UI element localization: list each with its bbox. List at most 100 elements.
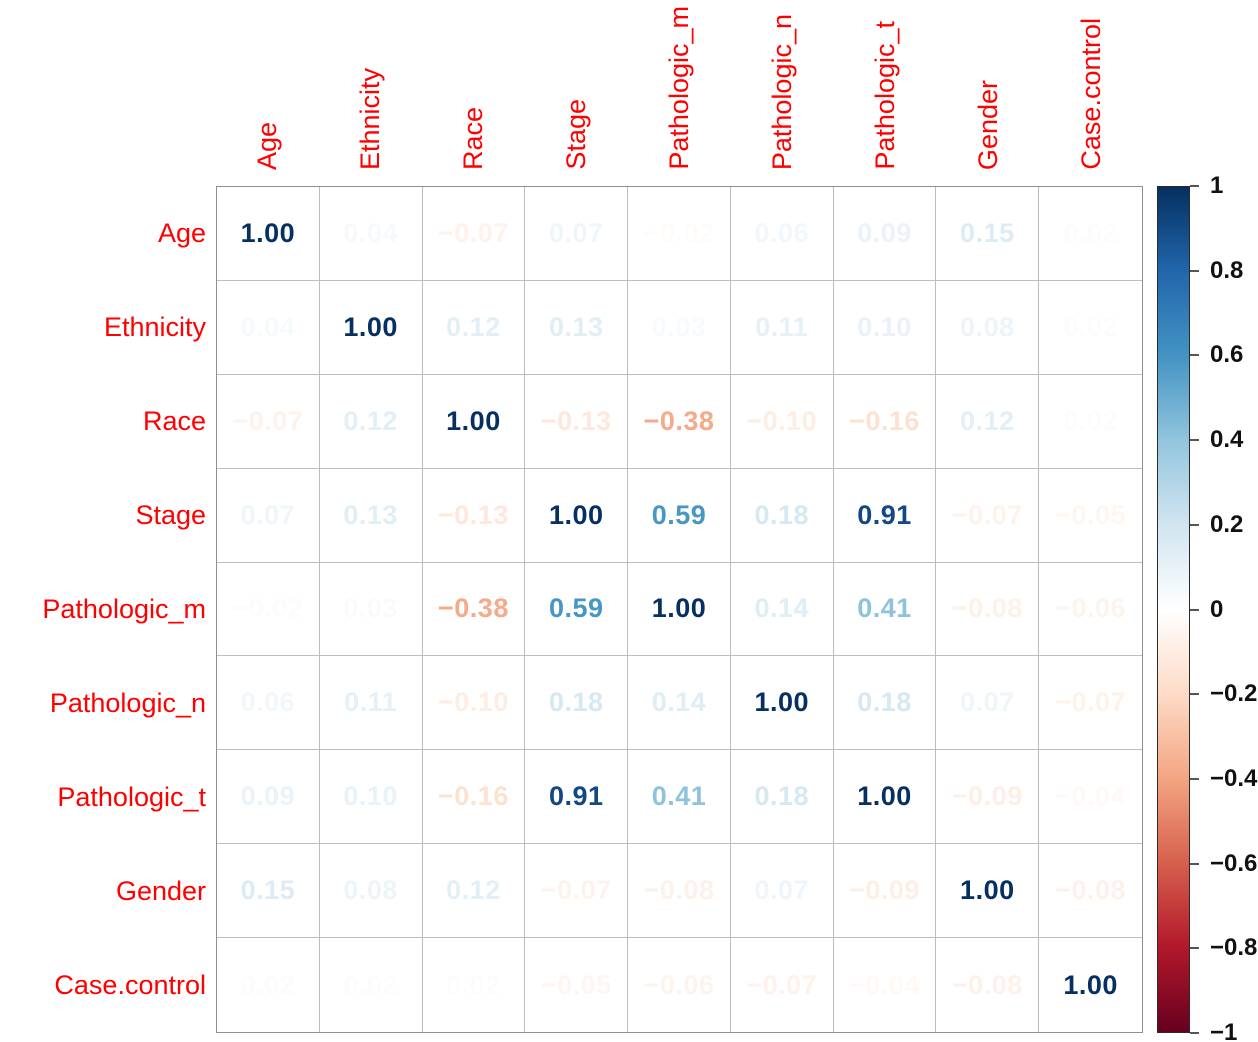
matrix-cell: 1.00 <box>936 844 1040 939</box>
matrix-cell: 0.41 <box>833 562 937 657</box>
cell-value: 0.14 <box>651 687 707 718</box>
cell-value: −0.08 <box>643 875 715 906</box>
row-label: Age <box>157 217 206 248</box>
matrix-cell: 0.91 <box>525 750 629 845</box>
row-label: Pathologic_n <box>49 688 206 719</box>
cell-value: −0.16 <box>849 405 920 436</box>
colorbar-tick <box>1190 862 1199 865</box>
cell-value: 0.02 <box>343 969 398 1000</box>
cell-value: −0.09 <box>849 875 920 906</box>
column-label: Stage <box>561 99 591 170</box>
cell-value: 0.41 <box>857 593 912 624</box>
cell-value: 0.91 <box>857 499 912 530</box>
cell-value: 0.02 <box>1063 311 1118 342</box>
cell-value: −0.08 <box>951 593 1023 624</box>
cell-value: 1.00 <box>1063 969 1118 1000</box>
cell-value: 0.18 <box>754 499 810 530</box>
matrix-cell: 0.12 <box>319 374 423 469</box>
cell-value: 0.18 <box>857 687 912 718</box>
cell-value: 0.12 <box>343 405 398 436</box>
matrix-cell: 0.03 <box>628 280 731 375</box>
matrix-cell: −0.13 <box>422 468 526 563</box>
cell-value: 0.59 <box>548 593 604 624</box>
cell-value: −0.16 <box>438 781 509 812</box>
cell-value: 0.15 <box>960 217 1015 248</box>
matrix-cell: 0.18 <box>730 468 834 563</box>
colorbar-tick-label: 1 <box>1210 172 1224 199</box>
matrix-cell: 0.04 <box>319 187 423 281</box>
matrix-cell: 0.15 <box>936 187 1040 281</box>
cell-value: 0.10 <box>857 311 912 342</box>
colorbar-tick <box>1190 693 1199 696</box>
cell-value: −0.38 <box>643 405 715 436</box>
cell-value: 0.09 <box>240 781 296 812</box>
column-label: Gender <box>973 79 1003 170</box>
matrix-cell: 0.91 <box>833 468 937 563</box>
cell-value: 0.04 <box>240 311 296 342</box>
matrix-cell: −0.16 <box>422 750 526 845</box>
matrix-cell: 0.15 <box>217 844 320 939</box>
matrix-cell: 0.06 <box>217 656 320 751</box>
matrix-cell: −0.08 <box>1039 844 1142 939</box>
cell-value: 0.07 <box>240 499 296 530</box>
matrix-cell: 0.07 <box>936 656 1040 751</box>
matrix-cell: 0.07 <box>525 187 629 281</box>
row-label: Race <box>142 405 206 436</box>
cell-value: −0.08 <box>951 969 1023 1000</box>
matrix-cell: 0.07 <box>217 468 320 563</box>
cell-value: −0.05 <box>540 969 612 1000</box>
matrix-cell: 0.06 <box>730 187 834 281</box>
matrix-cell: 0.12 <box>936 374 1040 469</box>
cell-value: 1.00 <box>651 593 707 624</box>
cell-value: −0.02 <box>643 217 715 248</box>
matrix-cell: 1.00 <box>525 468 629 563</box>
cell-value: 0.08 <box>960 311 1015 342</box>
matrix-cell: 0.10 <box>833 280 937 375</box>
cell-value: 0.10 <box>343 781 398 812</box>
cell-value: 0.59 <box>651 499 707 530</box>
matrix-cell: −0.06 <box>628 938 731 1032</box>
cell-value: −0.09 <box>951 781 1023 812</box>
cell-value: 0.12 <box>446 311 501 342</box>
cell-value: −0.13 <box>438 499 509 530</box>
cell-value: −0.07 <box>951 499 1023 530</box>
matrix-cell: −0.08 <box>936 938 1040 1032</box>
matrix-cell: 0.02 <box>1039 374 1142 469</box>
matrix-cell: 0.02 <box>217 938 320 1032</box>
column-label: Case.control <box>1076 18 1106 170</box>
cell-value: 0.02 <box>1063 217 1118 248</box>
cell-value: −0.06 <box>1055 593 1127 624</box>
cell-value: 1.00 <box>343 311 398 342</box>
matrix-cell: 0.08 <box>319 844 423 939</box>
matrix-cell: −0.07 <box>730 938 834 1032</box>
cell-value: 0.07 <box>548 217 604 248</box>
cell-value: −0.07 <box>232 405 304 436</box>
colorbar-tick-label: 0.8 <box>1210 256 1244 284</box>
matrix-cell: 0.13 <box>319 468 423 563</box>
matrix-cell: −0.07 <box>217 374 320 469</box>
matrix-cell: 1.00 <box>833 750 937 845</box>
colorbar-tick <box>1190 608 1199 611</box>
cell-value: 0.12 <box>960 405 1015 436</box>
cell-value: −0.05 <box>1055 499 1127 530</box>
column-label: Pathologic_t <box>870 21 900 170</box>
matrix-cell: −0.02 <box>628 187 731 281</box>
matrix-cell: −0.10 <box>422 656 526 751</box>
matrix-cell: 0.02 <box>1039 187 1142 281</box>
matrix-cell: 0.02 <box>1039 280 1142 375</box>
matrix-cell: −0.08 <box>628 844 731 939</box>
matrix-cell: −0.08 <box>936 562 1040 657</box>
cell-value: 0.06 <box>754 217 810 248</box>
colorbar-tick <box>1190 354 1199 357</box>
cell-value: −0.07 <box>746 969 818 1000</box>
cell-value: 0.13 <box>548 311 604 342</box>
matrix-cell: −0.10 <box>730 374 834 469</box>
matrix-cell: 0.18 <box>730 750 834 845</box>
colorbar-tick <box>1190 947 1199 950</box>
cell-value: 1.00 <box>857 781 912 812</box>
cell-value: 0.09 <box>857 217 912 248</box>
cell-value: −0.08 <box>1055 875 1127 906</box>
cell-value: −0.38 <box>438 593 509 624</box>
cell-value: −0.07 <box>1055 687 1127 718</box>
